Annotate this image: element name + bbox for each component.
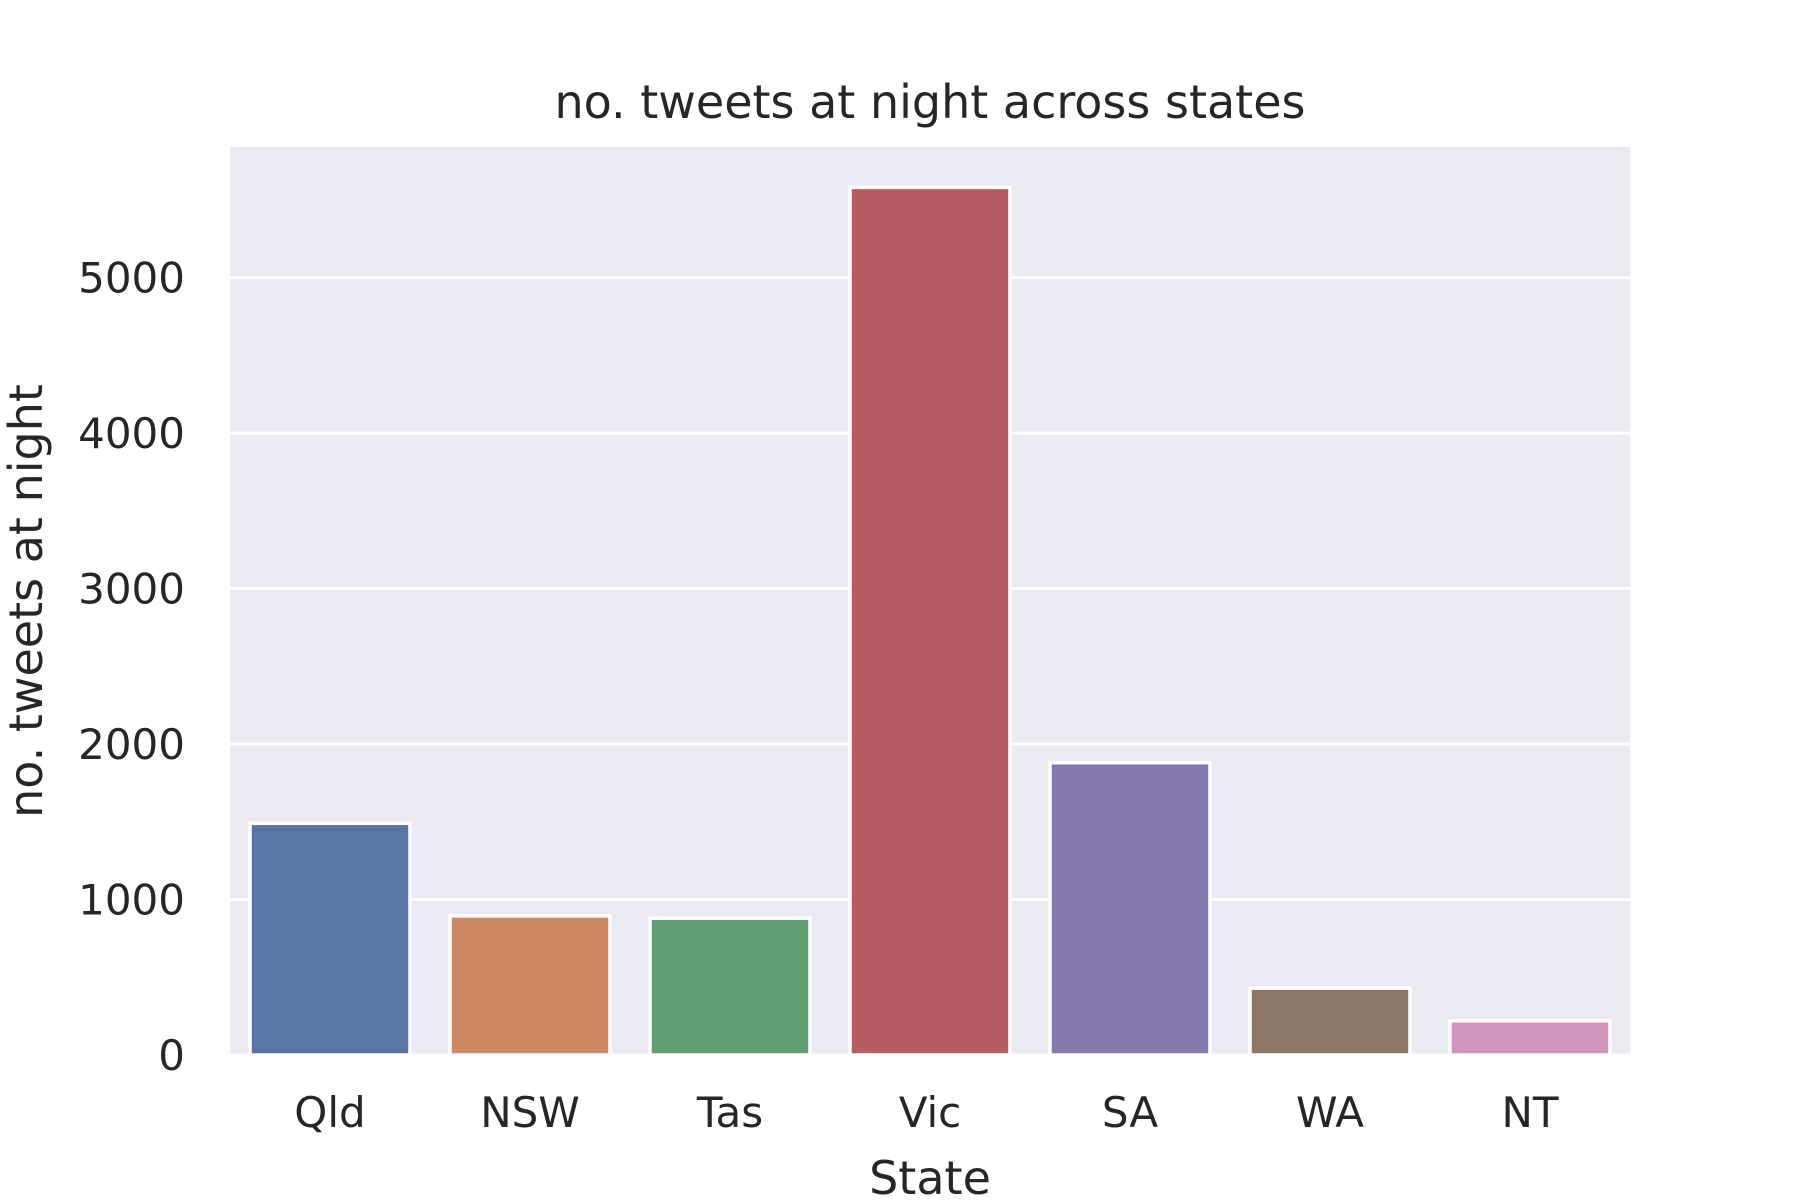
y-tick-label: 3000	[78, 565, 185, 614]
x-tick-label: SA	[1102, 1088, 1158, 1137]
bar-sa	[1048, 760, 1212, 1057]
bar-vic	[848, 185, 1012, 1057]
x-axis-ticks: Qld NSW Tas Vic SA WA NT	[294, 1088, 1559, 1137]
bars	[248, 185, 1612, 1057]
y-tick-label: 2000	[78, 720, 185, 769]
y-axis-label: no. tweets at night	[0, 384, 53, 818]
y-tick-label: 0	[158, 1031, 185, 1080]
x-tick-label: Vic	[899, 1088, 962, 1137]
bar-nt	[1448, 1019, 1612, 1057]
x-tick-label: Qld	[294, 1088, 365, 1137]
x-tick-label: NT	[1501, 1088, 1558, 1137]
y-tick-label: 4000	[78, 409, 185, 458]
x-tick-label: NSW	[480, 1088, 580, 1137]
bar-tas	[648, 916, 812, 1057]
x-axis-label: State	[869, 1151, 991, 1200]
chart-title: no. tweets at night across states	[555, 75, 1306, 129]
y-axis-ticks: 0 1000 2000 3000 4000 5000	[78, 254, 185, 1080]
x-tick-label: Tas	[696, 1088, 763, 1137]
bar-qld	[248, 821, 412, 1057]
y-tick-label: 1000	[78, 876, 185, 925]
bar-nsw	[448, 914, 612, 1057]
bar-wa	[1248, 986, 1412, 1057]
x-tick-label: WA	[1296, 1088, 1364, 1137]
y-tick-label: 5000	[78, 254, 185, 303]
